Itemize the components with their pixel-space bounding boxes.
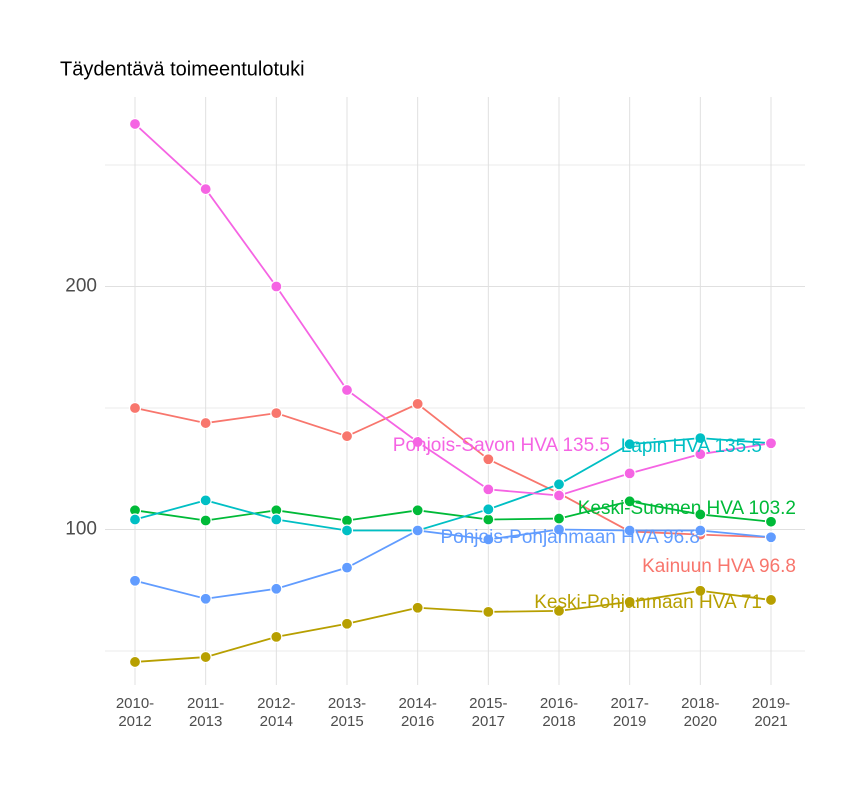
- series-line: [134, 437, 772, 532]
- series-name: Pohjois-Savon HVA: [393, 435, 559, 456]
- point: [270, 280, 283, 293]
- end-label: Pohjois-Pohjanmaan HVA 96.8: [441, 527, 701, 548]
- point: [199, 182, 212, 196]
- point: [764, 515, 778, 528]
- point: [270, 513, 283, 526]
- point: [623, 467, 636, 480]
- point: [552, 523, 566, 536]
- point: [128, 513, 142, 526]
- point: [623, 495, 636, 508]
- point: [694, 432, 707, 445]
- point: [128, 655, 142, 669]
- point: [340, 383, 354, 397]
- end-value: 103.2: [748, 498, 796, 519]
- point: [623, 595, 636, 609]
- series-line: [134, 500, 772, 523]
- x-tick-label: 2017- 2019: [610, 695, 649, 730]
- point: [482, 453, 495, 466]
- point: [270, 630, 283, 643]
- point: [340, 617, 354, 630]
- end-label: Keski-Pohjanmaan HVA 71: [534, 592, 762, 613]
- point: [623, 438, 636, 451]
- end-value: 135.5: [714, 436, 762, 457]
- end-label: Lapin HVA 135.5: [621, 436, 762, 457]
- point: [340, 514, 354, 527]
- point: [482, 503, 495, 516]
- y-tick-label: 200: [65, 276, 97, 297]
- point: [340, 561, 354, 574]
- series-line: [134, 123, 772, 497]
- point: [694, 448, 707, 461]
- end-value: 96.8: [663, 527, 700, 548]
- point: [552, 512, 566, 525]
- x-tick-label: 2013- 2015: [327, 695, 367, 730]
- point: [764, 437, 778, 450]
- y-tick-label: 100: [65, 519, 97, 540]
- x-tick-label: 2014- 2016: [398, 695, 437, 730]
- point: [482, 513, 495, 526]
- point: [694, 508, 707, 521]
- point: [128, 574, 142, 587]
- point: [623, 524, 636, 537]
- point: [340, 430, 354, 443]
- series-name: Lapin HVA: [621, 436, 711, 457]
- series-line: [134, 528, 772, 600]
- point: [552, 478, 566, 491]
- point: [199, 494, 212, 507]
- end-label: Keski-Suomen HVA 103.2: [578, 498, 796, 519]
- point: [411, 524, 424, 537]
- end-label: Pohjois-Savon HVA 135.5: [393, 435, 610, 456]
- end-value: 135.5: [562, 435, 610, 456]
- x-tick-label: 2010- 2012: [115, 695, 155, 730]
- end-value: 96.8: [759, 556, 796, 577]
- x-tick-label: 2016- 2018: [539, 695, 579, 730]
- x-tick-label: 2019- 2021: [751, 695, 791, 730]
- point: [199, 514, 212, 527]
- point: [199, 592, 212, 605]
- series-name: Keski-Pohjanmaan HVA: [534, 592, 737, 613]
- series-name: Pohjois-Pohjanmaan HVA: [441, 527, 660, 548]
- point: [764, 593, 778, 607]
- end-label: Kainuun HVA 96.8: [642, 556, 796, 577]
- x-tick-label: 2015- 2017: [469, 695, 508, 730]
- point: [552, 604, 566, 617]
- point: [552, 489, 566, 502]
- point: [411, 504, 424, 517]
- point: [694, 584, 707, 597]
- point: [128, 117, 142, 131]
- point: [764, 531, 778, 544]
- point: [270, 582, 283, 595]
- point: [411, 601, 424, 614]
- point: [411, 435, 424, 449]
- end-value: 71: [741, 592, 762, 613]
- series-line: [134, 589, 772, 663]
- series-line: [134, 402, 772, 539]
- point: [411, 397, 424, 410]
- point: [128, 401, 142, 415]
- point: [482, 483, 495, 496]
- point: [482, 533, 495, 546]
- point: [340, 524, 354, 537]
- series-name: Keski-Suomen HVA: [578, 498, 745, 519]
- x-tick-label: 2011- 2013: [187, 695, 225, 730]
- chart-title: Täydentävä toimeentulotuki: [60, 58, 305, 80]
- point: [199, 650, 212, 664]
- point: [270, 407, 283, 420]
- x-tick-label: 2018- 2020: [681, 695, 720, 730]
- point: [482, 605, 495, 618]
- point: [694, 524, 707, 537]
- x-tick-label: 2012- 2014: [257, 695, 296, 730]
- point: [199, 416, 212, 430]
- series-name: Kainuun HVA: [642, 556, 755, 577]
